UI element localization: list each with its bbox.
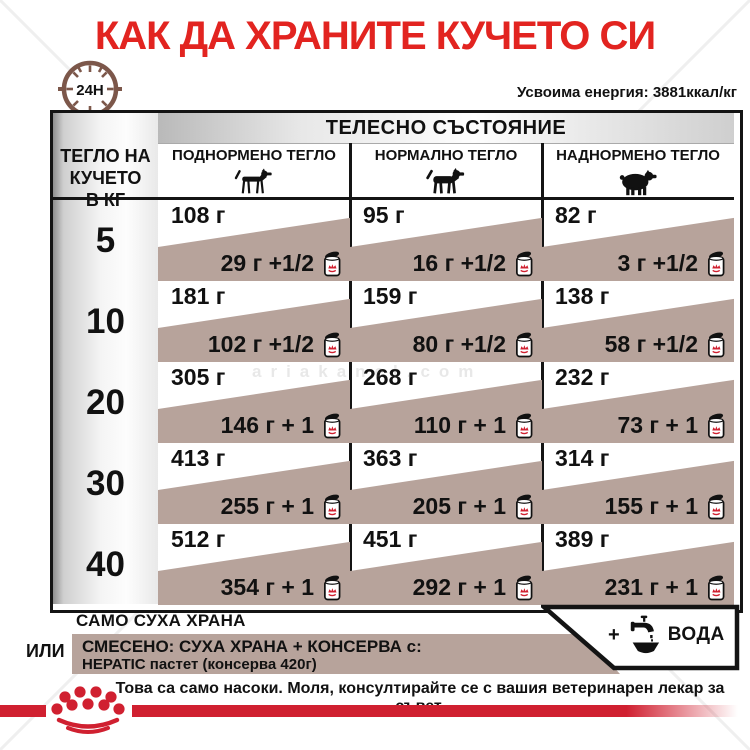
- column-header-underweight: ПОДНОРМЕНО ТЕГЛО: [172, 147, 336, 164]
- watermark-text: ariakanel.com: [252, 362, 483, 381]
- mixed-amount: 255 г + 1: [221, 492, 343, 521]
- food-can-icon: [322, 411, 343, 440]
- dry-amount: 451 г: [363, 526, 418, 552]
- mixed-amount: 80 г +1/2: [413, 330, 535, 359]
- legend-dry-only: САМО СУХА ХРАНА: [76, 611, 246, 630]
- dry-amount: 95 г: [363, 202, 405, 228]
- food-can-icon: [514, 330, 535, 359]
- royal-canin-crown-logo: [51, 686, 125, 734]
- column-divider: [349, 143, 352, 604]
- cell-30-overweight: 314 г 155 г + 1: [542, 443, 734, 524]
- mixed-amount: 110 г + 1: [414, 411, 535, 440]
- dry-amount: 181 г: [171, 283, 226, 309]
- brand-bar-left: [0, 705, 46, 717]
- mixed-amount: 29 г +1/2: [221, 249, 343, 278]
- cell-10-overweight: 138 г 58 г +1/2: [542, 281, 734, 362]
- feeding-table: ТЕГЛО НА КУЧЕТО В КГ ТЕЛЕСНО СЪСТОЯНИЕ П…: [50, 110, 743, 613]
- food-can-icon: [322, 573, 343, 602]
- food-can-icon: [706, 249, 727, 278]
- food-can-icon: [706, 330, 727, 359]
- cell-5-normal: 95 г 16 г +1/2: [350, 200, 542, 281]
- food-can-icon: [514, 573, 535, 602]
- header-divider: [53, 197, 734, 200]
- brand-bar-right: [132, 705, 750, 717]
- legend-mixed-band: СМЕСЕНО: СУХА ХРАНА + КОНСЕРВА с: HEPATI…: [72, 634, 620, 674]
- dry-amount: 389 г: [555, 526, 610, 552]
- food-can-icon: [514, 411, 535, 440]
- food-can-icon: [322, 330, 343, 359]
- legend-mixed-line2: HEPATIC пастет (консерва 420г): [82, 656, 317, 673]
- cell-10-underweight: 181 г 102 г +1/2: [158, 281, 350, 362]
- normal-weight-dog-icon: [350, 167, 542, 197]
- cell-40-underweight: 512 г 354 г + 1: [158, 524, 350, 605]
- weight-column-header: ТЕГЛО НА КУЧЕТО В КГ: [60, 146, 151, 210]
- dry-amount: 413 г: [171, 445, 226, 471]
- cell-20-overweight: 232 г 73 г + 1: [542, 362, 734, 443]
- mixed-amount: 292 г + 1: [413, 573, 535, 602]
- dry-amount: 363 г: [363, 445, 418, 471]
- mixed-amount: 102 г +1/2: [208, 330, 343, 359]
- food-can-icon: [322, 249, 343, 278]
- dry-amount: 159 г: [363, 283, 418, 309]
- food-can-icon: [514, 249, 535, 278]
- weight-40: 40: [86, 545, 125, 584]
- mixed-amount: 205 г + 1: [413, 492, 535, 521]
- page-title: КАК ДА ХРАНИТЕ КУЧЕТО СИ: [94, 14, 656, 58]
- mixed-amount: 231 г + 1: [605, 573, 727, 602]
- cell-20-normal: 268 г 110 г + 1: [350, 362, 542, 443]
- 24h-clock-icon: 24H: [58, 60, 122, 118]
- dry-amount: 232 г: [555, 364, 610, 390]
- food-can-icon: [514, 492, 535, 521]
- svg-text:24H: 24H: [76, 82, 104, 99]
- mixed-amount: 155 г + 1: [605, 492, 727, 521]
- food-can-icon: [706, 573, 727, 602]
- cell-5-underweight: 108 г 29 г +1/2: [158, 200, 350, 281]
- cell-30-normal: 363 г 205 г + 1: [350, 443, 542, 524]
- plus-sign: +: [608, 623, 620, 646]
- cell-10-normal: 159 г 80 г +1/2: [350, 281, 542, 362]
- dry-amount: 268 г: [363, 364, 418, 390]
- dry-amount: 314 г: [555, 445, 610, 471]
- weight-column-background: [53, 113, 158, 604]
- mixed-amount: 146 г + 1: [221, 411, 343, 440]
- digestible-energy-note: Усвоима енергия: 3881ккал/кг: [516, 84, 737, 101]
- weight-20: 20: [86, 383, 125, 422]
- mixed-amount: 3 г +1/2: [617, 249, 727, 278]
- cell-5-overweight: 82 г 3 г +1/2: [542, 200, 734, 281]
- mixed-amount: 58 г +1/2: [605, 330, 727, 359]
- cell-20-underweight: 305 г 146 г + 1: [158, 362, 350, 443]
- underweight-dog-icon: [158, 167, 350, 197]
- mixed-amount: 354 г + 1: [221, 573, 343, 602]
- cell-30-underweight: 413 г 255 г + 1: [158, 443, 350, 524]
- cell-40-overweight: 389 г 231 г + 1: [542, 524, 734, 605]
- column-header-normal: НОРМАЛНО ТЕГЛО: [374, 147, 518, 164]
- legend-mixed-line1: СМЕСЕНО: СУХА ХРАНА + КОНСЕРВА с:: [82, 637, 422, 656]
- dry-amount: 512 г: [171, 526, 226, 552]
- water-tap-bowl-icon: [627, 615, 661, 655]
- weight-5: 5: [95, 221, 116, 260]
- cell-40-normal: 451 г 292 г + 1: [350, 524, 542, 605]
- food-can-icon: [706, 492, 727, 521]
- dry-amount: 138 г: [555, 283, 610, 309]
- weight-10: 10: [86, 302, 125, 341]
- water-label: ВОДА: [667, 624, 725, 645]
- water-badge-outline: [541, 604, 740, 671]
- dry-amount: 108 г: [171, 202, 226, 228]
- dry-amount: 82 г: [555, 202, 597, 228]
- mixed-amount: 73 г + 1: [617, 411, 727, 440]
- overweight-dog-icon: [542, 167, 734, 197]
- column-header-overweight: НАДНОРМЕНО ТЕГЛО: [556, 147, 720, 164]
- food-can-icon: [322, 492, 343, 521]
- mixed-amount: 16 г +1/2: [413, 249, 535, 278]
- dry-amount: 305 г: [171, 364, 226, 390]
- body-condition-header: ТЕЛЕСНО СЪСТОЯНИЕ: [158, 113, 734, 144]
- column-divider: [541, 143, 544, 604]
- legend-or: ИЛИ: [26, 641, 65, 661]
- weight-30: 30: [86, 464, 125, 503]
- water-note: + ВОДА: [608, 615, 725, 655]
- food-can-icon: [706, 411, 727, 440]
